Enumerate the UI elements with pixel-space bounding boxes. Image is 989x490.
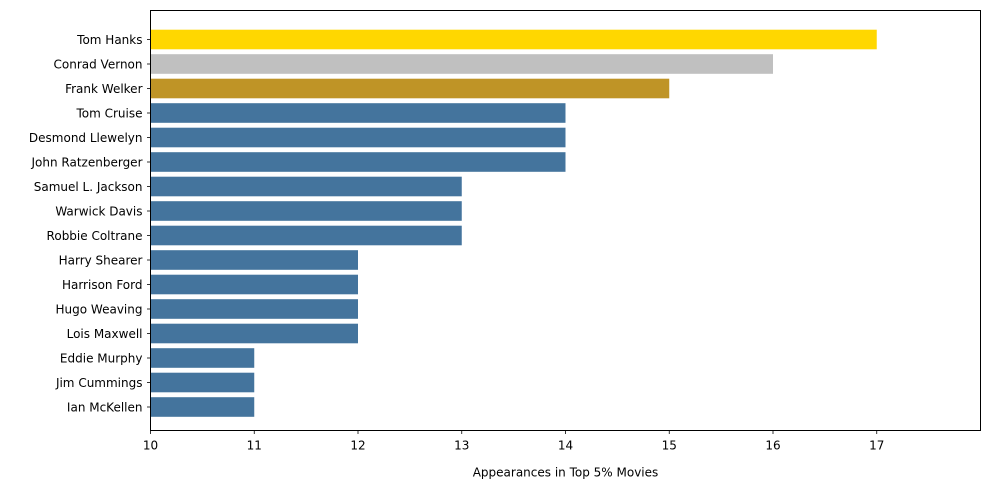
y-tick-label: Ian McKellen [67,400,143,414]
bar-conrad-vernon [150,54,773,74]
x-tick-label: 15 [662,439,677,453]
y-tick-label: Jim Cummings [55,376,143,390]
plot-frame [150,10,981,431]
x-tick-label: 11 [247,439,262,453]
y-tick-label: Lois Maxwell [67,327,143,341]
x-axis-ticks: 10 11 12 13 14 15 16 17 [143,430,884,453]
x-axis-label: Appearances in Top 5% Movies [473,466,659,480]
bar-jim-cummings [150,372,255,393]
x-tick-label: 12 [350,439,365,453]
x-tick-label: 16 [765,439,780,453]
bar-john-ratzenberger [150,152,566,172]
y-tick-label: Warwick Davis [55,204,142,218]
y-tick-label: Harrison Ford [62,278,143,292]
y-tick-label: Robbie Coltrane [47,229,143,243]
bar-hugo-weaving [150,299,358,319]
bar-samuel-l-jackson [150,176,462,197]
y-tick-label: Harry Shearer [59,253,143,267]
bar-warwick-davis [150,201,462,221]
y-tick-label: Eddie Murphy [60,351,143,365]
x-tick-label: 14 [558,439,573,453]
y-tick-label: Tom Cruise [75,106,142,120]
bar-tom-hanks [150,29,877,50]
y-tick-label: Desmond Llewelyn [29,131,143,145]
bar-desmond-llewelyn [150,127,566,148]
y-tick-label: Samuel L. Jackson [34,180,143,194]
bar-tom-cruise [150,103,566,123]
bar-ian-mckellen [150,397,255,417]
y-axis-ticks: Tom Hanks Conrad Vernon Frank Welker Tom Cr… [29,33,151,414]
y-tick-label: Hugo Weaving [56,302,143,316]
bar-harrison-ford [150,274,358,295]
y-tick-label: Frank Welker [65,82,142,96]
x-tick-label: 10 [143,439,158,453]
bars-layer [150,29,877,417]
bar-frank-welker [150,78,670,99]
x-tick-label: 17 [869,439,884,453]
bar-lois-maxwell [150,323,358,344]
x-tick-label: 13 [454,439,469,453]
bar-eddie-murphy [150,348,255,368]
y-tick-label: Tom Hanks [76,33,142,47]
y-tick-label: Conrad Vernon [54,57,143,71]
bar-robbie-coltrane [150,225,462,246]
y-tick-label: John Ratzenberger [31,155,143,169]
bar-harry-shearer [150,250,358,270]
